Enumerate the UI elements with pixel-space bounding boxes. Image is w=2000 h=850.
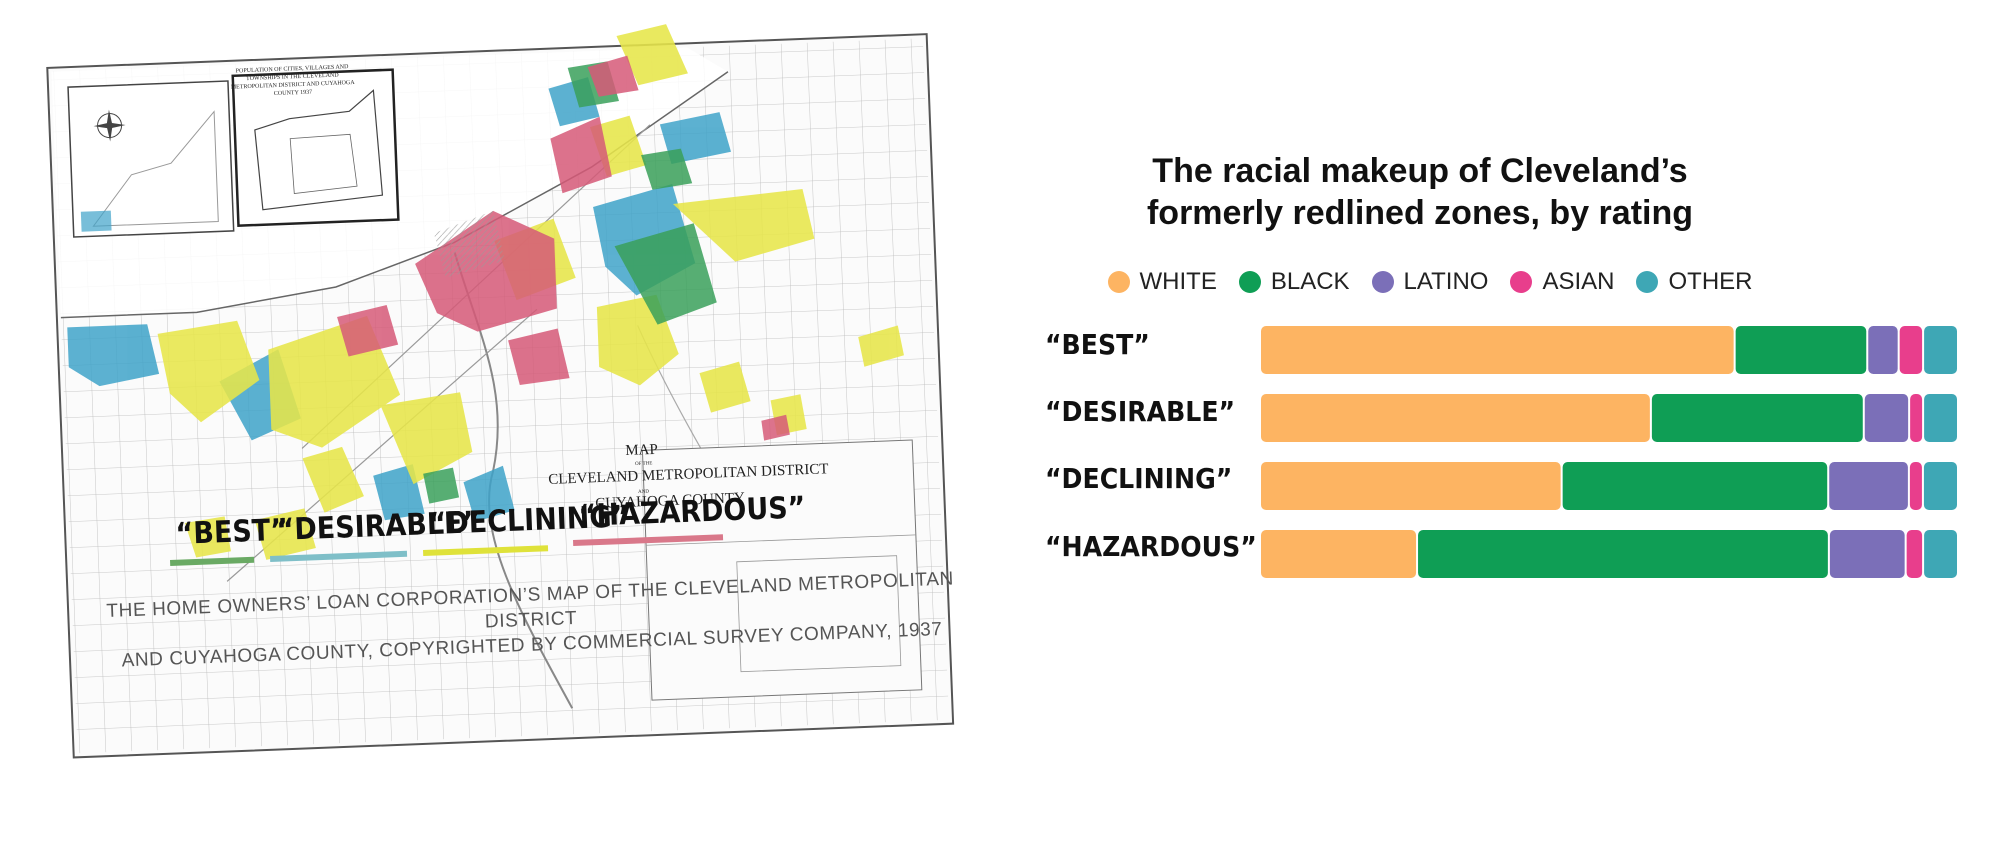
bar-hazardous-asian xyxy=(1906,530,1923,578)
category-label-best: “BEST” xyxy=(1045,328,1150,361)
category-label-declining: “DECLINING” xyxy=(1045,462,1233,495)
bar-best-white xyxy=(1261,326,1734,374)
bar-best-asian xyxy=(1899,326,1923,374)
map-legend-best-label: “BEST” xyxy=(175,512,289,552)
bar-declining-white xyxy=(1261,462,1561,510)
legend-item-latino: Latino xyxy=(1371,268,1489,296)
map-sheet xyxy=(46,24,955,759)
legend-item-other: Other xyxy=(1636,268,1752,296)
bar-hazardous-white xyxy=(1261,530,1417,578)
legend-label-other: Other xyxy=(1668,268,1753,295)
map-title-box xyxy=(641,439,923,701)
bar-hazardous-other xyxy=(1924,530,1957,578)
category-label-desirable: “DESIRABLE” xyxy=(1045,395,1236,428)
downtown-hatch xyxy=(433,210,506,278)
map-title-of-the: OF THE xyxy=(635,461,653,467)
inset-map-right xyxy=(231,68,400,227)
bar-hazardous-black xyxy=(1418,530,1828,578)
bar-desirable-white xyxy=(1261,394,1650,442)
legend-dot-asian xyxy=(1510,271,1533,293)
bar-desirable-asian xyxy=(1910,394,1923,442)
category-label-hazardous: “HAZARDOUS” xyxy=(1045,530,1257,563)
legend-label-latino: Latino xyxy=(1403,268,1489,295)
legend-dot-white xyxy=(1107,271,1130,293)
bar-declining-black xyxy=(1562,462,1828,510)
legend-dot-black xyxy=(1238,271,1261,293)
bar-best-other xyxy=(1924,326,1957,374)
bar-best-black xyxy=(1735,326,1867,374)
bar-declining-other xyxy=(1923,462,1957,510)
bar-desirable-latino xyxy=(1864,394,1909,442)
inset-title: POPULATION OF CITIES, VILLAGES AND TOWNS… xyxy=(230,64,355,98)
chart-legend: White Black Latino Asian Other xyxy=(1107,262,1752,302)
compass-rose xyxy=(93,109,126,142)
legend-item-white: White xyxy=(1107,268,1217,296)
bar-desirable-black xyxy=(1651,394,1863,442)
chart-title: The racial makeup of Cleveland’s formerl… xyxy=(1146,152,1693,232)
bar-best-latino xyxy=(1868,326,1898,374)
legend-dot-other xyxy=(1636,271,1659,293)
bar-declining-latino xyxy=(1829,462,1908,510)
legend-dot-latino xyxy=(1371,271,1394,293)
bar-hazardous-latino xyxy=(1829,530,1905,578)
stacked-bar-chart xyxy=(1261,326,1957,578)
legend-item-asian: Asian xyxy=(1510,268,1614,296)
best-zones xyxy=(423,61,717,504)
legend-label-white: White xyxy=(1139,268,1217,295)
holc-map-panel: POPULATION OF CITIES, VILLAGES AND TOWNS… xyxy=(40,10,1000,790)
legend-item-black: Black xyxy=(1238,268,1350,296)
map-title-word: MAP xyxy=(625,441,659,459)
bar-desirable-other xyxy=(1924,394,1957,442)
legend-label-black: Black xyxy=(1270,268,1350,295)
bar-declining-asian xyxy=(1909,462,1922,510)
legend-label-asian: Asian xyxy=(1542,268,1615,295)
holc-map xyxy=(46,24,955,759)
